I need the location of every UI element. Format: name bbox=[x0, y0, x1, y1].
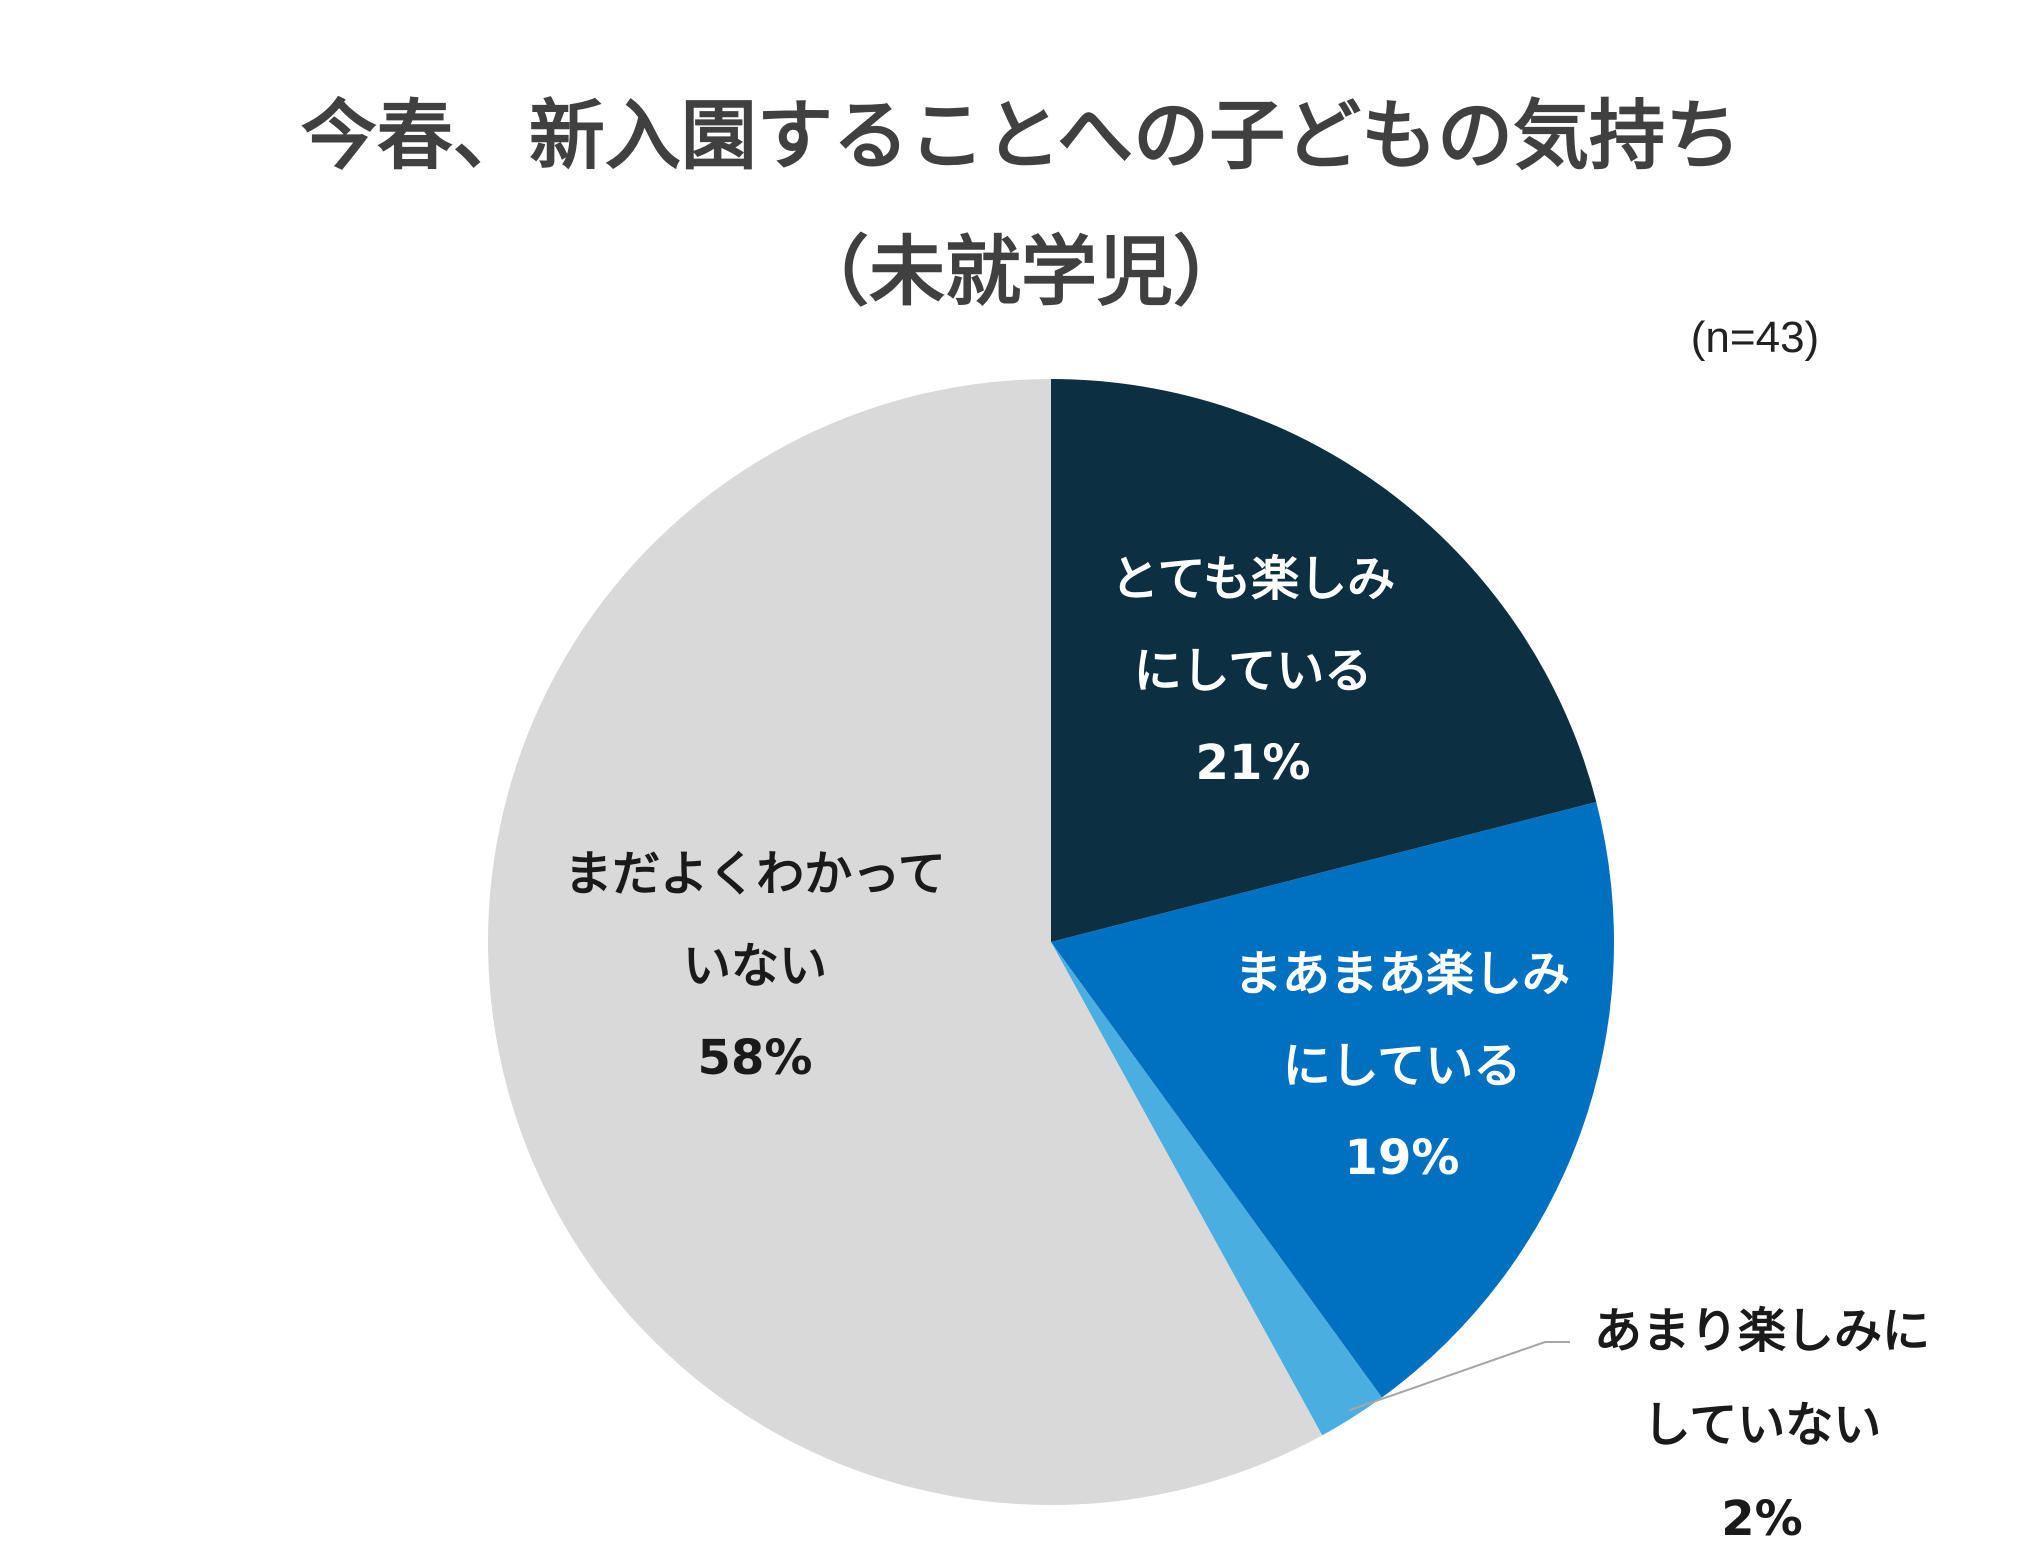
slice-3-label-line-1: あまり楽しみに bbox=[1594, 1303, 1930, 1359]
slice-3-label-line-2: していない bbox=[1643, 1397, 1882, 1453]
slice-2-label-line-2: にしている bbox=[1283, 1038, 1522, 1094]
slice-2-label-line-1: まあまあ楽しみ bbox=[1234, 946, 1570, 1002]
chart-title-line-2: （未就学児） bbox=[793, 227, 1249, 316]
pie-slice-4 bbox=[488, 379, 1323, 1505]
slice-4-label-line-2: いない bbox=[683, 938, 827, 994]
slice-4-percent-label: 58% bbox=[698, 1030, 813, 1086]
pie-labels: とても楽しみにしている21%まあまあ楽しみにしている19%あまり楽しみにしていな… bbox=[564, 551, 1930, 1547]
leader-line bbox=[1348, 1341, 1570, 1412]
sample-size-note: (n=43) bbox=[1691, 313, 1819, 362]
slice-2-percent-label: 19% bbox=[1345, 1130, 1460, 1186]
pie-slice-2 bbox=[1051, 801, 1615, 1398]
pie-slice-1 bbox=[1051, 379, 1597, 942]
pie-slices bbox=[488, 379, 1615, 1505]
slice-1-percent-label: 21% bbox=[1196, 735, 1311, 791]
pie-slice-3 bbox=[1051, 942, 1382, 1436]
chart-title-line-1: 今春、新入園することへの子どもの気持ち bbox=[301, 91, 1741, 180]
slice-1-label-line-2: にしている bbox=[1134, 643, 1373, 699]
slice-3-percent-label: 2% bbox=[1721, 1491, 1803, 1547]
slice-4-label-line-1: まだよくわかって bbox=[564, 846, 946, 902]
slice-1-label-line-1: とても楽しみ bbox=[1111, 551, 1395, 607]
